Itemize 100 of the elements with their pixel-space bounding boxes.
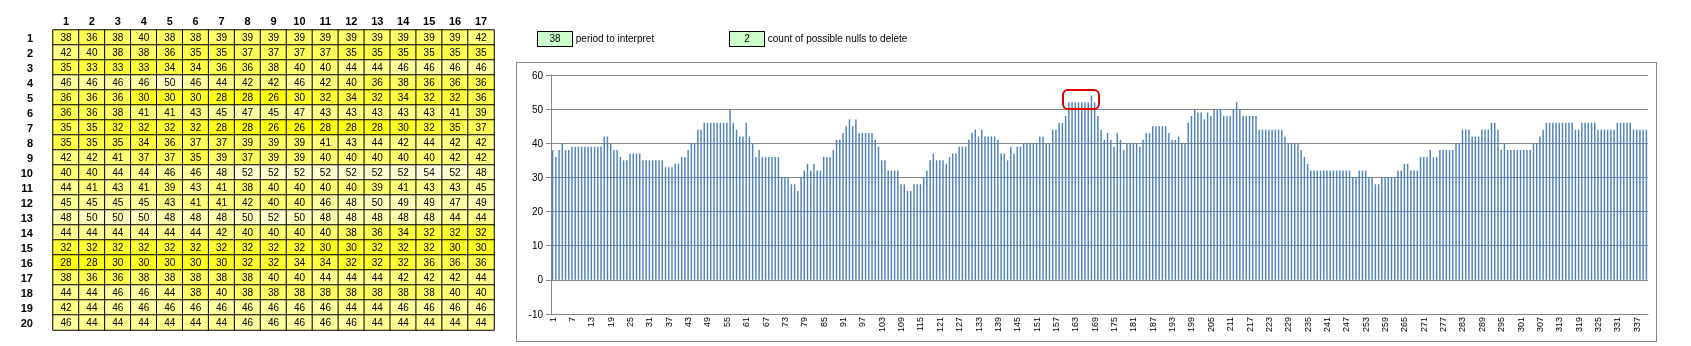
data-label: 43 [319, 107, 332, 118]
data-label: 46 [112, 302, 124, 313]
data-label: 36 [423, 77, 436, 88]
data-label: 42 [60, 47, 72, 58]
data-label: 30 [138, 257, 150, 268]
data-label: 30 [319, 242, 332, 253]
data-label: 42 [423, 272, 436, 283]
data-label: 44 [190, 227, 202, 238]
x-tick-label: 9 [270, 14, 277, 27]
data-label: 40 [86, 167, 98, 178]
data-label: 32 [371, 92, 384, 103]
data-label: 38 [242, 287, 254, 298]
data-label: 52 [371, 167, 384, 178]
x-tick-label: 8 [244, 14, 251, 27]
x-tick-label: 1 [62, 14, 70, 27]
data-label: 44 [345, 62, 358, 73]
y-tick-label: 2 [26, 46, 33, 59]
data-label: 35 [60, 122, 72, 133]
data-label: 39 [475, 107, 488, 118]
x-tick-label: 16 [448, 14, 462, 27]
data-label: 30 [164, 92, 176, 103]
x-tick-label: 313 [1554, 317, 1565, 333]
data-label: 37 [190, 137, 202, 148]
x-tick-label: 157 [1050, 317, 1061, 333]
data-label: 46 [242, 302, 254, 313]
data-label: 43 [423, 107, 436, 118]
data-label: 39 [267, 32, 280, 43]
data-label: 32 [345, 257, 358, 268]
x-tick-label: 253 [1360, 317, 1371, 333]
data-label: 40 [345, 182, 358, 193]
data-label: 46 [293, 317, 306, 328]
data-label: 44 [345, 272, 358, 283]
data-label: 41 [138, 107, 150, 118]
data-label: 39 [319, 32, 332, 43]
x-tick-label: 13 [371, 14, 384, 27]
x-tick-label: 223 [1263, 317, 1274, 333]
x-tick-label: 301 [1515, 317, 1526, 333]
data-label: 39 [164, 182, 176, 193]
data-label: 54 [423, 167, 436, 178]
data-label: 48 [345, 197, 358, 208]
data-label: 40 [267, 272, 280, 283]
data-label: 34 [190, 62, 202, 73]
x-tick-label: 25 [625, 317, 636, 328]
data-label: 42 [60, 302, 72, 313]
data-label: 36 [423, 257, 436, 268]
y-tick-label: 0 [537, 274, 544, 286]
data-label: 47 [449, 197, 462, 208]
x-tick-label: 19 [605, 317, 616, 328]
data-label: 41 [86, 182, 98, 193]
x-tick-label: 91 [838, 317, 848, 328]
data-label: 43 [190, 182, 202, 193]
data-label: 52 [242, 167, 254, 178]
y-tick-label: 14 [20, 226, 34, 239]
data-label: 44 [60, 227, 72, 238]
x-tick-label: 73 [779, 317, 790, 328]
x-tick-label: 307 [1534, 317, 1545, 333]
data-label: 38 [138, 47, 150, 58]
data-label: 38 [319, 287, 332, 298]
data-label: 43 [397, 107, 410, 118]
data-label: 35 [475, 47, 488, 58]
data-label: 39 [242, 137, 254, 148]
x-tick-label: 331 [1612, 317, 1623, 333]
data-label: 32 [112, 242, 124, 253]
y-tick-label: 20 [531, 206, 544, 218]
data-label: 49 [397, 197, 410, 208]
x-tick-label: 145 [1012, 317, 1023, 333]
data-label: 46 [216, 302, 228, 313]
x-tick-label: 10 [293, 14, 306, 27]
data-label: 38 [397, 77, 410, 88]
data-label: 34 [164, 62, 176, 73]
data-label: 44 [397, 317, 410, 328]
data-label: 46 [475, 302, 488, 313]
x-tick-label: 61 [741, 317, 752, 328]
x-tick-label: 325 [1592, 317, 1603, 333]
data-label: 36 [164, 137, 176, 148]
data-label: 50 [293, 212, 306, 223]
data-label: 46 [242, 317, 254, 328]
data-label: 43 [190, 107, 202, 118]
data-label: 40 [293, 182, 306, 193]
data-label: 36 [164, 47, 176, 58]
x-tick-label: 5 [166, 14, 173, 27]
x-tick-label: 103 [876, 317, 887, 333]
data-label: 28 [242, 122, 254, 133]
data-label: 32 [423, 242, 436, 253]
x-tick-label: 265 [1399, 317, 1410, 333]
data-label: 48 [397, 212, 410, 223]
data-label: 42 [397, 272, 410, 283]
data-label: 28 [319, 122, 332, 133]
data-label: 42 [216, 227, 228, 238]
data-label: 30 [164, 257, 176, 268]
y-tick-label: 12 [20, 196, 33, 209]
y-tick-label: 9 [26, 151, 33, 164]
y-tick-label: 15 [20, 241, 33, 254]
x-tick-label: 229 [1283, 317, 1294, 333]
data-label: 44 [164, 227, 176, 238]
data-label: 39 [293, 137, 306, 148]
data-label: 40 [216, 287, 228, 298]
data-label: 38 [216, 272, 228, 283]
data-label: 38 [60, 272, 72, 283]
data-label: 50 [371, 197, 384, 208]
